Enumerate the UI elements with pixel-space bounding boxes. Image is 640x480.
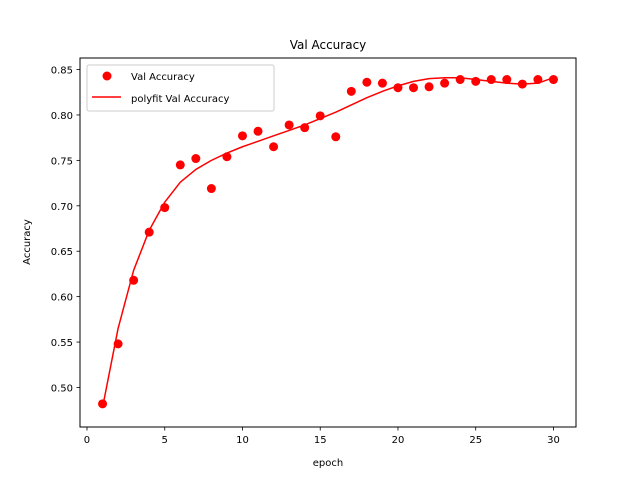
data-point-epoch-13 [284,120,294,130]
data-point-epoch-9 [222,152,232,162]
y-tick-label-5: 0.75 [51,156,73,167]
data-point-epoch-14 [300,123,310,133]
data-point-epoch-28 [517,79,527,89]
y-axis: 0.50 0.55 0.60 0.65 0.70 0.75 0.80 0.85 [51,66,80,394]
data-point-epoch-1 [98,399,108,409]
y-tick-label-4: 0.70 [51,202,73,213]
y-tick-label-1: 0.55 [51,338,73,349]
data-point-epoch-20 [393,83,403,93]
x-tick-label-3: 15 [314,435,327,446]
x-tick-label-1: 5 [162,435,168,446]
x-axis: 0 5 10 15 20 25 30 [84,427,560,446]
marker-layer [98,75,558,409]
data-point-epoch-11 [253,126,263,136]
data-point-epoch-19 [377,78,387,88]
data-point-epoch-30 [548,75,558,85]
data-point-epoch-17 [346,86,356,96]
legend-box [86,64,275,112]
data-point-epoch-29 [533,75,543,85]
data-point-epoch-8 [206,184,216,194]
x-axis-title: epoch [313,458,343,469]
data-point-epoch-22 [424,82,434,92]
x-tick-label-2: 10 [236,435,249,446]
y-tick-label-3: 0.65 [51,247,73,258]
data-point-epoch-16 [331,132,341,142]
y-axis-title: Accuracy [22,219,33,265]
x-tick-label-6: 30 [547,435,560,446]
data-point-epoch-26 [486,75,496,85]
legend-label-polyfit: polyfit Val Accuracy [131,94,229,105]
data-point-epoch-25 [471,76,481,86]
data-point-epoch-4 [144,227,154,237]
data-point-epoch-21 [409,83,419,93]
data-point-epoch-15 [315,111,325,121]
y-tick-label-2: 0.60 [51,293,73,304]
data-point-epoch-23 [440,78,450,88]
data-point-epoch-27 [502,75,512,85]
y-tick-label-7: 0.85 [51,66,73,77]
data-point-epoch-6 [175,160,185,170]
data-point-epoch-18 [362,77,372,87]
legend-marker-val-accuracy [102,71,112,81]
data-point-epoch-5 [160,203,170,213]
x-tick-label-5: 25 [469,435,482,446]
legend: Val Accuracy polyfit Val Accuracy [86,64,275,112]
x-tick-label-4: 20 [392,435,405,446]
data-point-epoch-24 [455,75,465,85]
plot-area [80,58,576,427]
y-tick-label-6: 0.80 [51,111,73,122]
data-point-epoch-2 [113,339,123,349]
x-tick-label-0: 0 [84,435,90,446]
data-point-epoch-3 [129,275,139,285]
legend-label-val-accuracy: Val Accuracy [131,72,195,83]
plot-frame [79,57,577,428]
data-point-epoch-12 [269,142,279,152]
data-point-epoch-7 [191,154,201,164]
data-point-epoch-10 [237,131,247,141]
y-tick-label-0: 0.50 [51,383,73,394]
chart-title: Val Accuracy [290,38,367,52]
